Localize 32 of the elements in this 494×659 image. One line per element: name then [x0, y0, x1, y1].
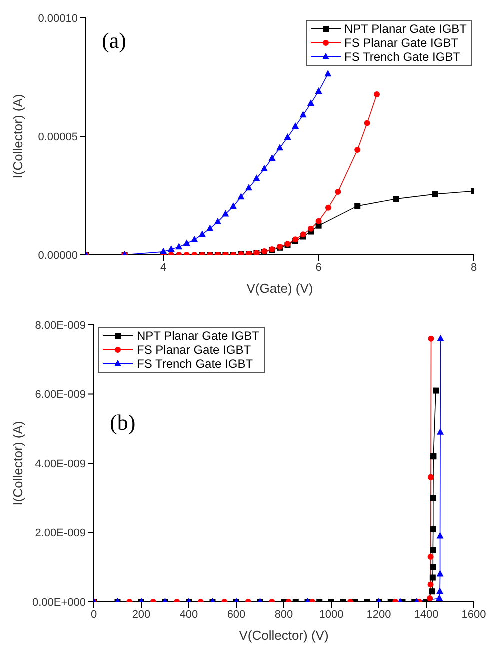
- x-tick-label: 1000: [319, 608, 344, 621]
- y-axis-title: I(Collector) (A): [10, 421, 26, 506]
- x-tick-label: 8: [470, 262, 478, 274]
- x-tick-label: 600: [227, 608, 246, 621]
- x-tick-label: 4: [160, 262, 167, 274]
- y-tick-label: 6.00E-009: [35, 389, 86, 402]
- annotation: (a): [102, 28, 126, 54]
- annotation: (b): [110, 410, 136, 436]
- y-tick-label: 0.00000: [38, 250, 78, 262]
- legend-label: FS Planar Gate IGBT: [137, 343, 252, 357]
- x-tick-label: 1200: [366, 608, 392, 621]
- y-tick-label: 0.00E+000: [32, 596, 86, 609]
- y-tick-label: 2.00E-009: [35, 528, 86, 540]
- y-axis-title: I(Collector) (A): [10, 94, 26, 179]
- legend-label: FS Planar Gate IGBT: [344, 36, 459, 50]
- legend-label: FS Trench Gate IGBT: [137, 357, 254, 371]
- x-tick-label: 1400: [414, 608, 439, 621]
- x-axis-title: V(Gate) (V): [246, 281, 314, 296]
- y-tick-label: 8.00E-009: [35, 320, 86, 332]
- x-tick-label: 200: [132, 608, 151, 621]
- x-tick-label: 400: [180, 608, 198, 621]
- legend-label: NPT Planar Gate IGBT: [344, 22, 467, 36]
- x-tick-label: 0: [90, 608, 98, 621]
- y-tick-label: 0.00005: [38, 131, 78, 144]
- legend-label: NPT Planar Gate IGBT: [137, 329, 260, 343]
- y-tick-label: 0.00010: [38, 12, 78, 25]
- x-tick-label: 1600: [462, 608, 486, 621]
- legend-label: FS Trench Gate IGBT: [344, 50, 461, 64]
- y-tick-label: 4.00E-009: [35, 458, 86, 470]
- x-tick-label: 800: [274, 608, 294, 621]
- x-axis-title: V(Collector) (V): [239, 628, 329, 643]
- x-tick-label: 6: [316, 262, 322, 274]
